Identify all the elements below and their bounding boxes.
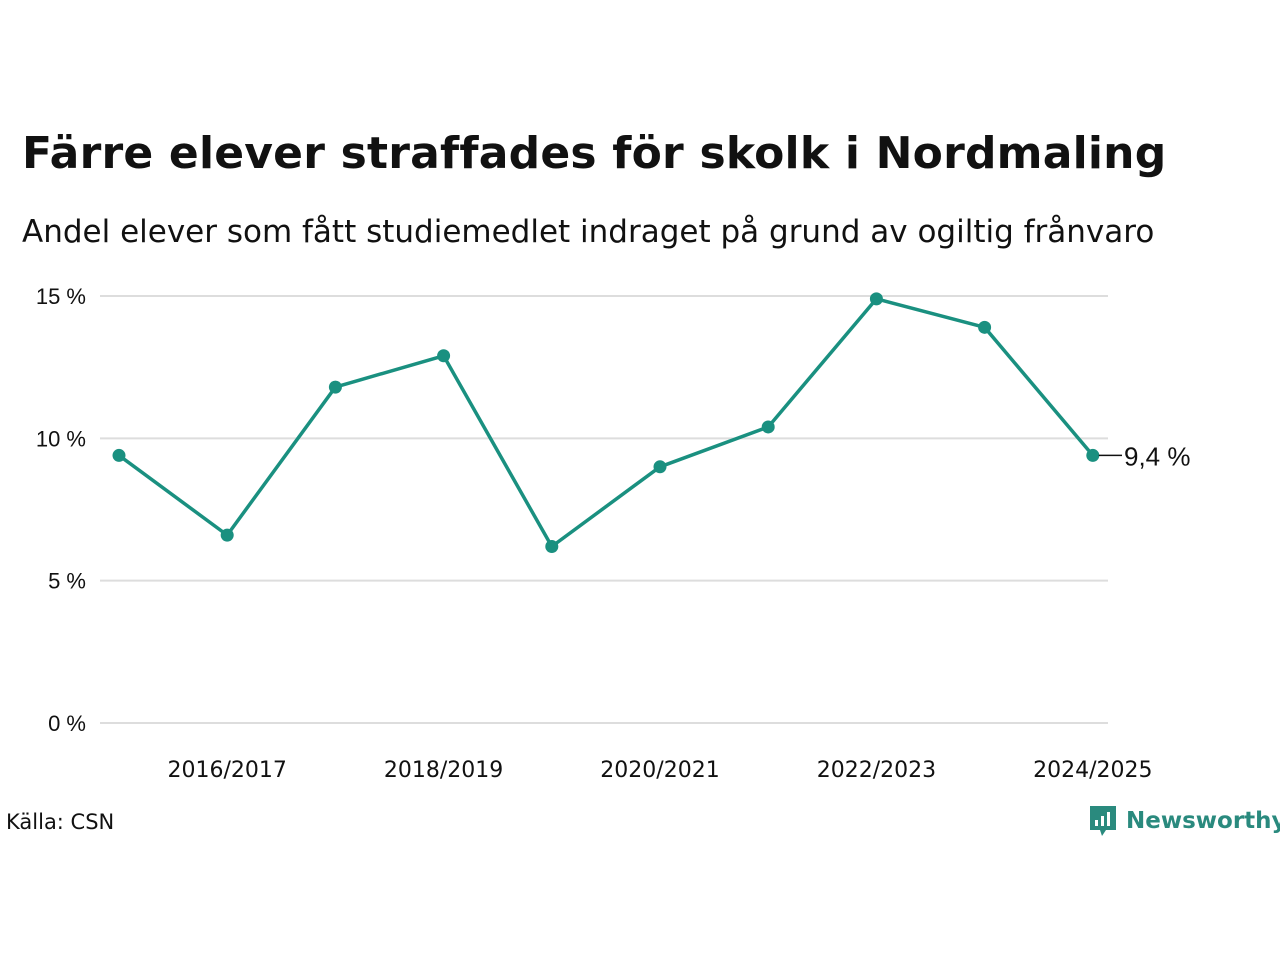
x-tick-label: 2022/2023 <box>817 758 936 783</box>
brand-logo[interactable]: Newsworthy <box>1088 804 1280 838</box>
series-layer <box>112 292 1100 554</box>
x-tick-label: 2024/2025 <box>1033 758 1152 783</box>
y-axis-tick-labels: 0 % 5 % 10 % 15 % <box>36 284 86 736</box>
line-chart: 0 % 5 % 10 % 15 % 2016/2017 2018/2019 2020/20… <box>36 284 1191 783</box>
data-point <box>112 448 126 462</box>
data-point <box>653 460 667 474</box>
x-tick-label: 2016/2017 <box>168 758 287 783</box>
chart-title: Färre elever straffades för skolk i Nord… <box>22 128 1167 179</box>
data-point <box>1086 448 1100 462</box>
series-line <box>117 297 1095 549</box>
end-value-label: 9,4 % <box>1124 441 1191 471</box>
source-note: Källa: CSN <box>6 810 115 834</box>
newsworthy-logo-icon <box>1090 806 1116 836</box>
data-point <box>220 528 234 542</box>
x-tick-label: 2018/2019 <box>384 758 503 783</box>
gridlines <box>100 295 1108 724</box>
data-point <box>328 380 342 394</box>
x-tick-label: 2020/2021 <box>600 758 719 783</box>
brand-name: Newsworthy <box>1126 808 1280 834</box>
y-tick-label: 5 % <box>48 569 86 594</box>
y-tick-label: 0 % <box>48 711 86 736</box>
data-point <box>437 349 451 363</box>
chart-subtitle: Andel elever som fått studiemedlet indra… <box>22 214 1155 250</box>
data-point <box>761 420 775 434</box>
data-point <box>545 540 559 554</box>
x-axis-tick-labels: 2016/2017 2018/2019 2020/2021 2022/2023 2024… <box>168 758 1153 783</box>
y-tick-label: 10 % <box>36 426 86 451</box>
data-point <box>869 292 883 306</box>
data-point <box>978 320 992 334</box>
y-tick-label: 15 % <box>36 284 86 309</box>
end-label-layer: 9,4 % <box>1098 441 1191 471</box>
